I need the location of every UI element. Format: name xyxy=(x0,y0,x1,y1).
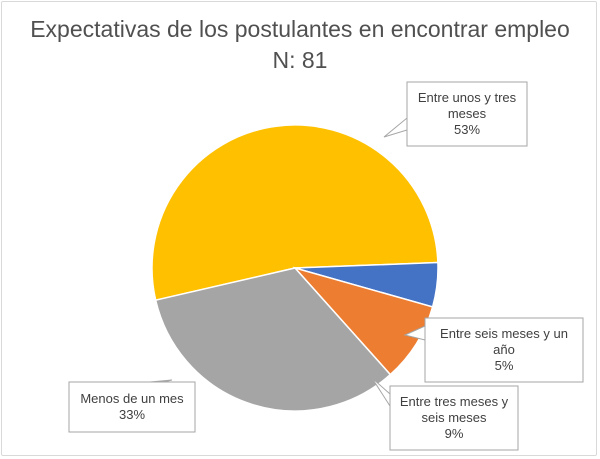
pie-slice-menos-un-mes xyxy=(154,267,392,412)
chart-subtitle: N: 81 xyxy=(272,47,328,73)
pie-slice-uno-tres-meses xyxy=(151,124,439,302)
data-label-percent: 53% xyxy=(454,122,480,137)
data-label-category: seis meses xyxy=(421,410,487,425)
pie-slice-tres-seis-meses xyxy=(292,266,434,376)
data-label-category: meses xyxy=(448,106,487,121)
chart-title: Expectativas de los postulantes en encon… xyxy=(30,16,570,42)
callout-pointer xyxy=(149,379,173,383)
data-label-percent: 33% xyxy=(119,407,145,422)
callout-box xyxy=(406,81,528,147)
data-label-category: año xyxy=(493,342,515,357)
data-label-category: Entre seis meses y un xyxy=(440,326,568,341)
pie-slices xyxy=(151,124,439,412)
data-label-category: Entre unos y tres xyxy=(418,90,517,105)
data-label-percent: 5% xyxy=(495,358,514,373)
data-label-category: Entre tres meses y xyxy=(400,394,509,409)
callout-pointer xyxy=(403,325,426,341)
callout-box xyxy=(68,381,196,433)
callout-pointer xyxy=(383,116,408,138)
data-label-category: Menos de un mes xyxy=(80,391,184,406)
data-label-percent: 9% xyxy=(445,426,464,441)
callout-box xyxy=(389,385,519,451)
callout-pointer xyxy=(371,377,391,408)
callout-box xyxy=(424,317,584,383)
